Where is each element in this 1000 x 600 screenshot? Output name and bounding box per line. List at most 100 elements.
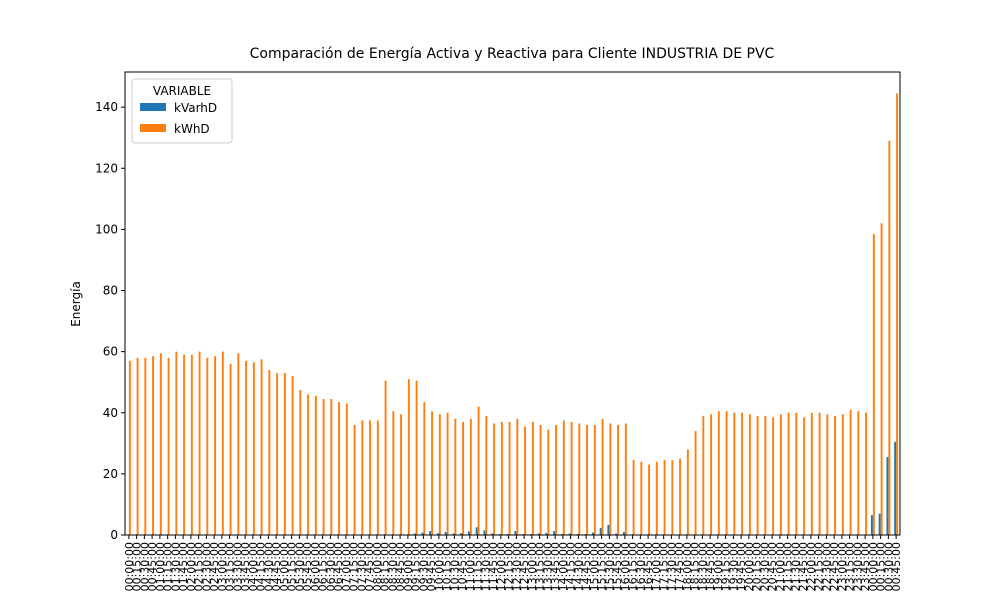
- bar: [144, 357, 147, 535]
- bar: [190, 354, 193, 535]
- bar: [772, 417, 775, 535]
- bar: [469, 418, 472, 535]
- bar: [392, 411, 395, 535]
- bar: [438, 414, 441, 535]
- x-tick-label: 08:00:00: [371, 542, 384, 591]
- bar: [183, 354, 186, 535]
- bar: [857, 411, 860, 535]
- x-tick-label: 03:30:00: [231, 542, 244, 591]
- x-tick-label: 07:15:00: [348, 542, 361, 591]
- x-tick-label: 04:45:00: [270, 542, 283, 591]
- bar: [276, 373, 279, 535]
- x-tick-label: 23:00:00: [836, 542, 849, 591]
- y-tick-label: 60: [103, 345, 118, 359]
- bar: [345, 403, 348, 535]
- x-tick-label: 16:15:00: [627, 542, 640, 591]
- bar: [462, 421, 465, 535]
- bar: [537, 533, 540, 535]
- bar: [376, 420, 379, 535]
- x-tick-label: 03:15:00: [224, 542, 237, 591]
- x-tick-label: 19:15:00: [720, 542, 733, 591]
- bar: [369, 420, 372, 535]
- legend-swatch: [140, 103, 166, 111]
- x-tick-label: 07:30:00: [355, 542, 368, 591]
- x-tick-label: 06:00:00: [309, 542, 322, 591]
- bar: [640, 461, 643, 535]
- x-tick-label: 06:30:00: [324, 542, 337, 591]
- x-tick-label: 02:45:00: [208, 542, 221, 591]
- x-tick-label: 01:45:00: [177, 542, 190, 591]
- bar: [508, 421, 511, 535]
- x-tick-label: 01:00:00: [154, 542, 167, 591]
- bar: [384, 380, 387, 535]
- bar: [702, 415, 705, 535]
- bar: [834, 415, 837, 535]
- x-tick-label: 12:30:00: [510, 542, 523, 591]
- x-tick-label: 17:15:00: [658, 542, 671, 591]
- x-tick-label: 11:15:00: [472, 542, 485, 591]
- bar: [826, 414, 829, 535]
- x-tick-label: 05:30:00: [293, 542, 306, 591]
- legend: VARIABLE kVarhD kWhD: [131, 78, 233, 144]
- bar: [671, 460, 674, 535]
- bar: [407, 379, 410, 535]
- bar: [353, 424, 356, 535]
- x-tick-label: 10:00:00: [433, 542, 446, 591]
- bar: [896, 93, 899, 536]
- bar: [483, 530, 486, 535]
- bar: [452, 533, 455, 535]
- x-tick-label: 05:00:00: [278, 542, 291, 591]
- bar: [299, 389, 302, 535]
- bar: [888, 140, 891, 535]
- bar: [849, 409, 852, 535]
- bar: [622, 531, 625, 535]
- bar: [429, 531, 432, 535]
- bar: [415, 380, 418, 535]
- bar: [810, 412, 813, 535]
- x-tick-label: 21:30:00: [789, 542, 802, 591]
- bar: [617, 424, 620, 535]
- bar: [894, 441, 897, 535]
- x-tick-label: 20:15:00: [751, 542, 764, 591]
- y-axis-label: Energía: [69, 281, 83, 327]
- bar: [338, 402, 341, 535]
- y-tick-label: 0: [110, 528, 118, 542]
- y-tick-label: 20: [103, 467, 118, 481]
- bar: [880, 223, 883, 535]
- x-tick-label: 03:00:00: [216, 542, 229, 591]
- bar: [454, 418, 457, 535]
- bar: [136, 357, 139, 535]
- x-tick-label: 00:00:00: [123, 542, 136, 591]
- bar: [586, 424, 589, 535]
- x-tick-label: 08:30:00: [386, 542, 399, 591]
- x-tick-label: 00:15:00: [131, 542, 144, 591]
- bar: [361, 420, 364, 535]
- bar: [493, 423, 496, 535]
- bar: [221, 351, 224, 535]
- chart-title: Comparación de Energía Activa y Reactiva…: [250, 46, 775, 62]
- x-tick-label: 00:45:00: [890, 542, 903, 591]
- x-tick-label: 03:45:00: [239, 542, 252, 591]
- x-tick-label: 18:00:00: [681, 542, 694, 591]
- bar: [423, 402, 426, 535]
- bar: [128, 360, 131, 535]
- x-tick-label: 23:15:00: [844, 542, 857, 591]
- bar: [500, 421, 503, 535]
- bar: [314, 395, 317, 535]
- bar: [436, 533, 439, 535]
- legend-label: kVarhD: [174, 101, 217, 115]
- x-tick-label: 23:30:00: [851, 542, 864, 591]
- bar: [444, 531, 447, 535]
- legend-title: VARIABLE: [153, 84, 211, 98]
- x-tick-label: 12:45:00: [518, 542, 531, 591]
- bar: [607, 524, 610, 535]
- bar: [467, 531, 470, 535]
- bar: [159, 353, 162, 535]
- x-tick-label: 07:45:00: [363, 542, 376, 591]
- bar: [615, 533, 618, 535]
- x-tick-label: 00:30:00: [882, 542, 895, 591]
- x-tick-label: 13:15:00: [534, 542, 547, 591]
- legend-label: kWhD: [174, 122, 210, 136]
- x-tick-label: 06:15:00: [317, 542, 330, 591]
- bar: [562, 420, 565, 535]
